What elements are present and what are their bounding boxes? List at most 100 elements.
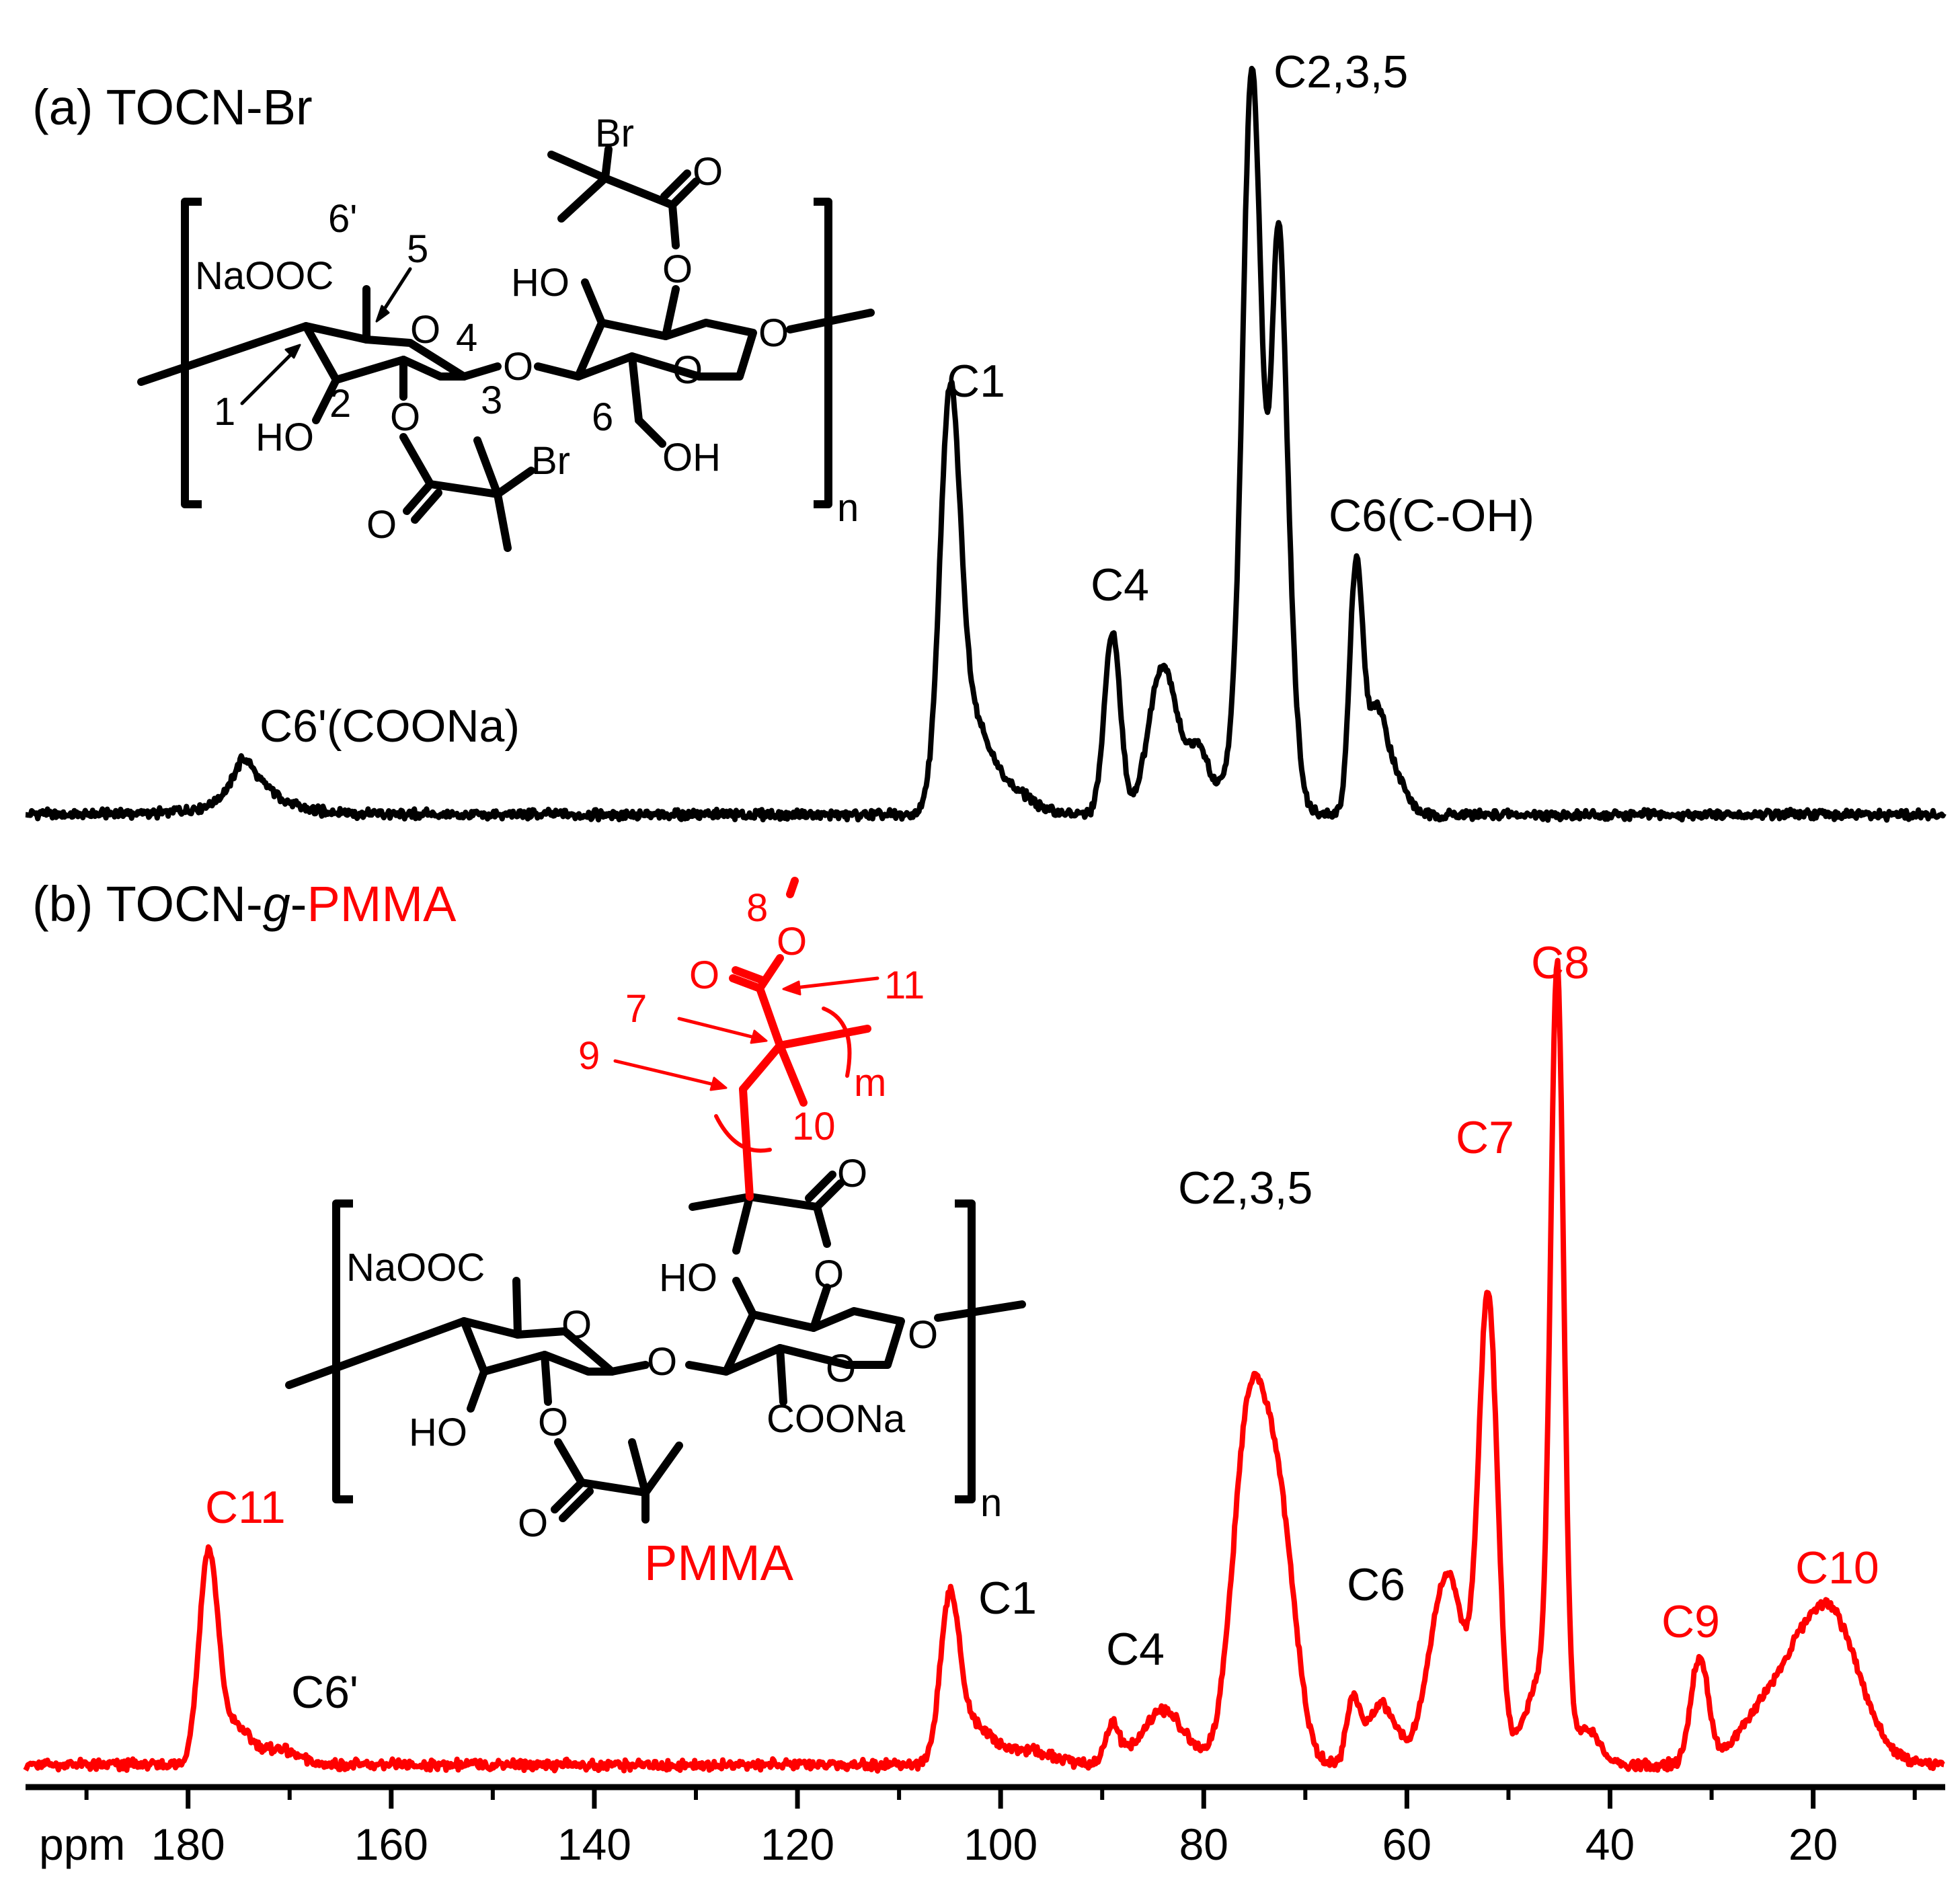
bond — [554, 1438, 586, 1487]
bond — [426, 480, 502, 498]
atom-o-carbonyl-top: O — [693, 150, 723, 194]
atom-oh-6: OH — [662, 436, 721, 479]
tocn-g-pmma-atom-labels: NaOOC O O HO O O HO O O O COONa O n PMMA… — [346, 886, 1002, 1591]
atom-num-3: 3 — [481, 379, 502, 422]
atom-num-5: 5 — [407, 227, 428, 271]
bond — [732, 1277, 757, 1318]
tocn-br-structure — [137, 145, 875, 552]
atom-ho-ring2: HO — [659, 1256, 717, 1300]
panel-a-title: (a) TOCN-Br — [32, 79, 313, 135]
bond — [512, 1277, 522, 1339]
panel-a: (a) TOCN-Br C6'(COONa) C1 C4 C2,3,5 C6(C… — [32, 46, 1534, 752]
peak-label-c4: C4 — [1091, 559, 1149, 610]
bond — [399, 433, 434, 488]
bond — [662, 285, 680, 340]
x-tick-label: 20 — [1789, 1819, 1838, 1869]
bond — [403, 480, 434, 515]
atom-ho-2: HO — [256, 416, 314, 459]
spectrum-line-tocn-g-pmma — [23, 957, 1946, 1774]
panel-b: (b) TOCN-g-PMMA C11 C6' C1 C4 C2,3,5 C6 … — [32, 876, 1879, 1718]
ring-2 — [574, 319, 757, 381]
atom-o-carbonyl-pmma: O — [689, 953, 719, 997]
peak-label-c4: C4 — [1106, 1624, 1165, 1675]
bond — [547, 151, 609, 182]
bond — [551, 1479, 586, 1513]
bond — [411, 489, 442, 524]
atom-o-ring2: O — [672, 348, 703, 392]
peak-label-c10: C10 — [1795, 1542, 1879, 1593]
bond — [635, 416, 666, 448]
atom-o-ester-pmma: O — [777, 920, 807, 963]
repeat-bracket-left — [714, 1114, 772, 1153]
bond — [460, 362, 502, 381]
arrowhead-5 — [375, 305, 390, 323]
bond — [805, 1171, 836, 1202]
bracket-right — [814, 198, 832, 508]
atom-o-ester-top: O — [814, 1253, 844, 1296]
bond — [601, 145, 613, 182]
arrow-1 — [240, 348, 298, 405]
bond — [557, 174, 609, 223]
bond — [934, 1300, 1026, 1322]
bracket-left — [181, 198, 202, 508]
tocn-br-atom-labels: NaOOC 6' 5 O 4 O 3 2 1 HO O Br O HO O O … — [195, 112, 859, 547]
bond — [660, 169, 691, 200]
atom-num-7: 7 — [625, 987, 647, 1031]
peak-label-c1: C1 — [978, 1573, 1037, 1624]
arrow-7 — [677, 1017, 762, 1041]
bond — [559, 1487, 594, 1522]
peak-label-c6-coh: C6(C-OH) — [1329, 490, 1534, 541]
panel-b-title: (b) TOCN-g-PMMA — [32, 876, 457, 932]
atom-o-bridge: O — [503, 345, 533, 389]
bracket-left — [332, 1199, 353, 1503]
atom-o-ring1: O — [410, 308, 440, 352]
bond — [776, 1025, 871, 1050]
repeat-m: m — [854, 1061, 886, 1105]
ring-1 — [302, 322, 468, 384]
bond — [285, 1317, 468, 1389]
bond — [776, 1041, 808, 1107]
peak-label-c6p: C6' — [291, 1667, 358, 1718]
bond — [494, 467, 535, 498]
ring-1 — [460, 1317, 616, 1376]
x-axis: 180 160 140 120 100 80 60 40 20 ppm — [26, 1784, 1945, 1869]
atom-o-bridge: O — [647, 1340, 677, 1384]
atom-o-bottom: O — [366, 503, 397, 547]
bond — [578, 1479, 650, 1497]
atom-coona: COONa — [767, 1397, 906, 1441]
bond — [494, 490, 512, 552]
pmma-chain — [613, 877, 879, 1201]
bond — [312, 376, 340, 424]
bond — [786, 877, 799, 898]
arrowhead-9 — [709, 1076, 728, 1091]
atom-o-ester-top: O — [662, 247, 693, 291]
spectra — [23, 65, 1947, 1774]
peak-label-c6p-coona: C6'(COONa) — [260, 701, 520, 752]
bond — [641, 1442, 683, 1497]
repeat-n-b: n — [980, 1481, 1002, 1525]
bond — [601, 174, 676, 209]
x-tick-label: 140 — [557, 1819, 631, 1869]
atom-num-11: 11 — [884, 963, 925, 1007]
atom-num-1: 1 — [214, 390, 235, 434]
bond — [729, 974, 764, 992]
atom-num-4: 4 — [456, 316, 477, 360]
atom-num-10: 10 — [792, 1105, 836, 1148]
bond — [746, 1193, 821, 1211]
bond — [810, 1284, 831, 1332]
ring-2 — [722, 1307, 905, 1376]
arrowhead-7 — [750, 1029, 768, 1044]
atom-o-glyco: O — [758, 311, 789, 355]
repeat-n-a: n — [837, 486, 859, 530]
peak-label-c235: C2,3,5 — [1273, 46, 1408, 97]
bond — [467, 1368, 488, 1413]
atom-o-carbonyl-top: O — [837, 1152, 867, 1195]
bracket-right — [955, 1199, 976, 1503]
arrow-11 — [788, 976, 879, 990]
peak-label-c1: C1 — [947, 356, 1005, 407]
atom-o-3: O — [390, 395, 420, 439]
bond — [534, 362, 582, 381]
atom-num-6: 6 — [592, 395, 613, 439]
arrowhead-11 — [782, 980, 801, 996]
